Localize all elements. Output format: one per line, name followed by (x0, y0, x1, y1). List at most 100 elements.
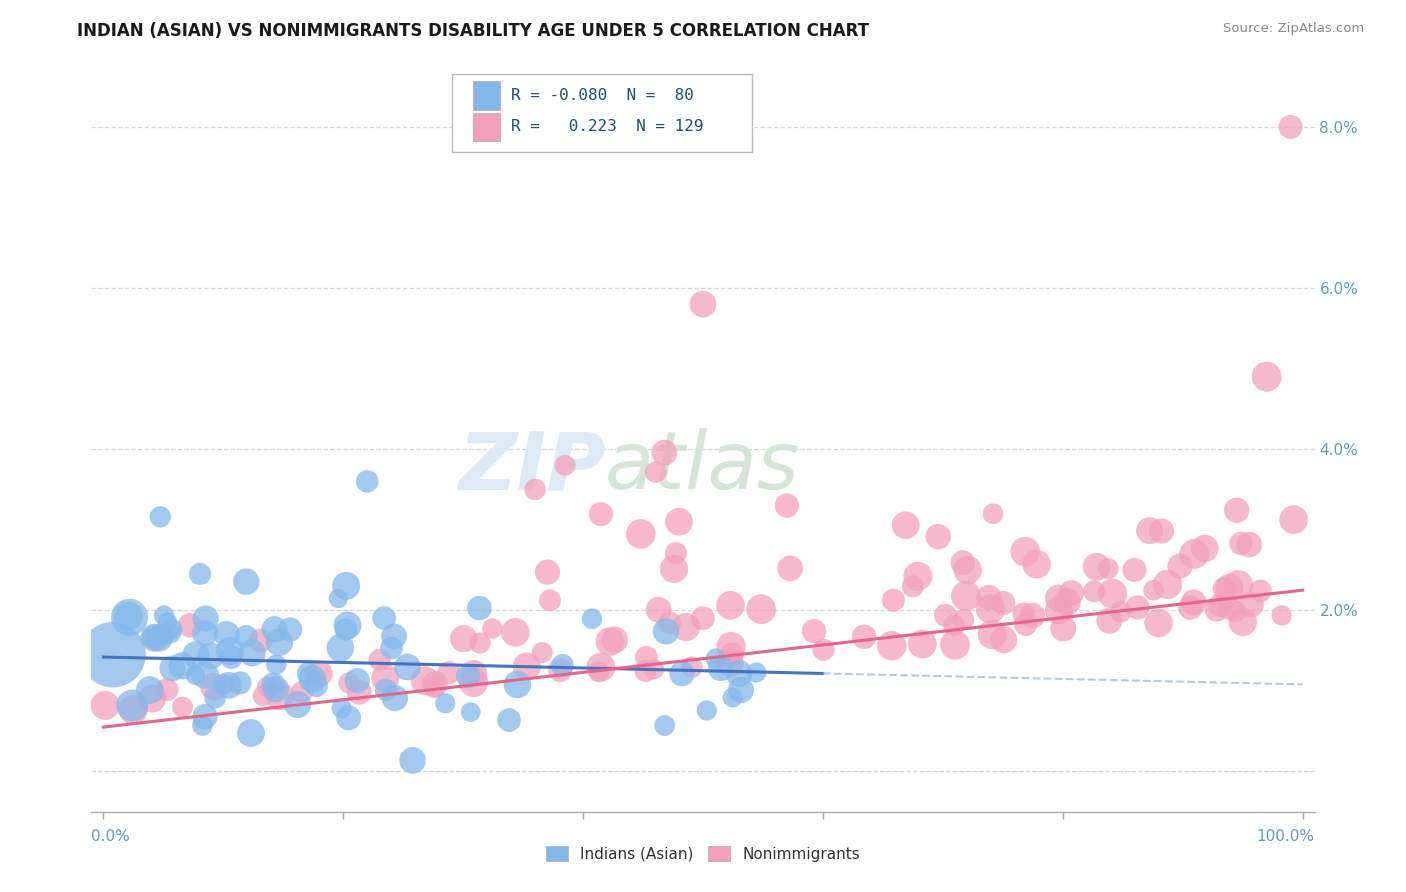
Point (813, 642, 835, 657)
Point (662, 562, 685, 576)
Point (373, 611, 395, 625)
Point (630, 527, 652, 541)
Point (668, 515, 690, 529)
Point (305, 678, 328, 692)
Point (658, 615, 681, 630)
Point (704, 651, 727, 665)
Point (1219, 601, 1241, 615)
Point (1227, 578, 1250, 592)
Point (1139, 524, 1161, 538)
Point (1279, 120, 1302, 134)
Point (718, 656, 741, 670)
Point (548, 663, 571, 677)
Point (880, 639, 903, 653)
Point (956, 563, 979, 577)
Point (730, 683, 752, 698)
Point (269, 635, 291, 649)
Point (652, 445, 675, 459)
Point (170, 658, 193, 673)
Point (1237, 538, 1260, 552)
Point (263, 623, 285, 637)
Point (148, 631, 170, 645)
Point (720, 640, 742, 654)
Point (644, 465, 666, 479)
Point (977, 591, 1000, 605)
Point (194, 668, 217, 682)
Point (330, 701, 353, 715)
Point (728, 666, 751, 681)
Point (803, 624, 825, 639)
Point (240, 726, 263, 740)
Point (437, 665, 460, 680)
Point (993, 596, 1015, 610)
Point (219, 644, 242, 658)
Point (1012, 607, 1035, 621)
Point (200, 648, 222, 663)
Point (423, 677, 446, 691)
Point (396, 660, 419, 674)
Point (218, 678, 240, 692)
Point (1205, 603, 1227, 617)
Point (335, 579, 357, 593)
Point (481, 622, 503, 636)
Point (1047, 603, 1070, 617)
Point (287, 698, 309, 712)
Point (457, 669, 479, 683)
Point (235, 574, 257, 589)
Point (1182, 595, 1205, 609)
Point (1168, 559, 1191, 574)
Point (1219, 581, 1241, 595)
Point (1182, 547, 1205, 561)
Point (194, 709, 217, 723)
Point (142, 631, 165, 645)
Point (551, 658, 574, 673)
Point (349, 685, 371, 699)
Point (654, 718, 676, 732)
Point (184, 648, 207, 662)
Point (1256, 369, 1278, 384)
Point (749, 602, 772, 616)
Bar (472, 81, 501, 110)
Text: R = -0.080  N =  80: R = -0.080 N = 80 (510, 88, 693, 103)
Point (1098, 614, 1121, 628)
Point (1109, 605, 1132, 619)
Point (229, 676, 252, 690)
Point (215, 627, 238, 641)
Point (1156, 577, 1178, 591)
Point (460, 705, 482, 719)
Point (536, 565, 558, 579)
Point (262, 677, 284, 691)
Point (1194, 541, 1216, 556)
Point (356, 475, 378, 489)
Point (1271, 608, 1294, 623)
Point (692, 297, 714, 311)
Point (894, 518, 917, 533)
Point (194, 611, 217, 625)
Point (643, 662, 665, 676)
Point (401, 753, 423, 767)
Point (172, 700, 194, 714)
Point (337, 676, 360, 690)
Point (380, 641, 402, 656)
Point (240, 646, 263, 660)
Point (934, 608, 956, 623)
Point (256, 680, 278, 694)
Point (118, 610, 141, 624)
Point (1025, 557, 1047, 571)
Point (671, 666, 693, 681)
Point (681, 660, 703, 674)
Point (194, 626, 217, 640)
Point (981, 507, 1004, 521)
Point (907, 569, 929, 583)
Point (162, 661, 184, 675)
Point (1126, 600, 1149, 615)
Point (162, 623, 184, 637)
Point (336, 618, 359, 632)
Point (413, 673, 436, 688)
Point (1123, 563, 1146, 577)
Point (531, 645, 554, 659)
Point (249, 633, 271, 648)
Point (384, 691, 406, 706)
Point (463, 666, 485, 681)
Point (745, 665, 768, 680)
